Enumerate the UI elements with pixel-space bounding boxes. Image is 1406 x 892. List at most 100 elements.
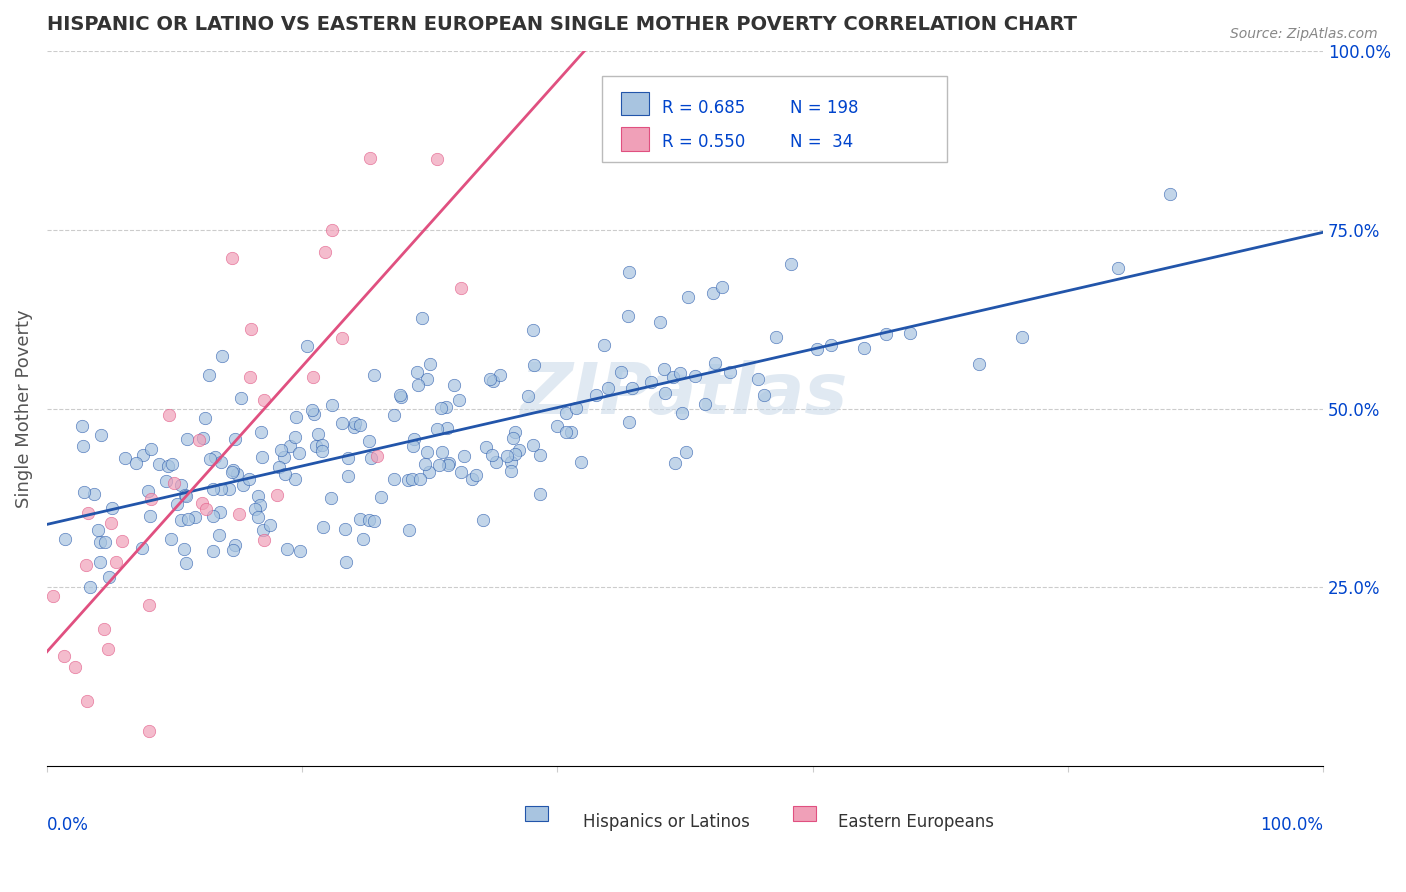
Point [311, 438, 333, 452]
Point [702, 286, 724, 301]
Point [174, 488, 197, 502]
Point [229, 391, 252, 405]
Point [53, 532, 76, 546]
Point [285, 410, 308, 425]
Point [675, 445, 697, 459]
Text: Source: ZipAtlas.com: Source: ZipAtlas.com [1230, 27, 1378, 41]
Point [617, 415, 640, 429]
Point [70, 419, 93, 434]
Point [321, 491, 343, 506]
Point [415, 445, 437, 459]
Point [100, 516, 122, 530]
Point [72, 485, 94, 500]
Point [352, 533, 374, 547]
Text: N = 198: N = 198 [790, 99, 858, 117]
Point [125, 456, 148, 470]
Point [72, 439, 94, 453]
Point [204, 450, 226, 464]
Point [221, 542, 243, 557]
Point [83, 487, 105, 501]
Point [363, 514, 385, 528]
Point [332, 330, 354, 344]
Point [765, 330, 787, 344]
Point [529, 487, 551, 501]
Point [114, 451, 136, 466]
Point [139, 509, 162, 524]
Point [97, 641, 120, 656]
Point [132, 448, 155, 462]
Point [170, 513, 193, 527]
Point [218, 482, 240, 496]
Point [820, 337, 842, 351]
Point [747, 372, 769, 386]
Point [357, 513, 380, 527]
Point [170, 478, 193, 492]
Point [157, 408, 180, 422]
Point [413, 457, 436, 471]
Text: Hispanics or Latinos: Hispanics or Latinos [583, 813, 749, 830]
Point [501, 465, 523, 479]
Point [93, 622, 115, 636]
Point [754, 387, 776, 401]
Point [307, 427, 329, 442]
Point [266, 488, 288, 502]
Point [555, 406, 578, 420]
Point [166, 497, 188, 511]
Point [101, 500, 124, 515]
Point [163, 476, 186, 491]
Point [516, 390, 538, 404]
Point [228, 507, 250, 521]
Point [401, 472, 423, 486]
Point [349, 512, 371, 526]
Point [247, 489, 270, 503]
Point [481, 448, 503, 462]
Point [183, 510, 205, 524]
Point [482, 374, 505, 388]
Point [875, 326, 897, 341]
Point [676, 289, 699, 303]
Point [596, 381, 619, 395]
Point [704, 356, 727, 370]
Point [314, 244, 336, 259]
Point [176, 512, 198, 526]
Point [450, 465, 472, 479]
Point [617, 309, 640, 323]
Point [447, 393, 470, 408]
Point [426, 152, 449, 166]
Point [648, 315, 671, 329]
Point [472, 513, 495, 527]
Point [585, 387, 607, 401]
Point [779, 257, 801, 271]
Point [503, 425, 526, 439]
Point [89, 555, 111, 569]
Point [288, 544, 311, 558]
Bar [526, 805, 548, 822]
Point [321, 223, 343, 237]
Point [389, 390, 412, 404]
Point [398, 523, 420, 537]
Point [522, 438, 544, 452]
Point [475, 440, 498, 454]
Point [436, 458, 458, 472]
Point [208, 527, 231, 541]
Point [160, 457, 183, 471]
Point [252, 450, 274, 464]
Point [252, 523, 274, 537]
Point [190, 496, 212, 510]
Point [617, 264, 640, 278]
Point [664, 456, 686, 470]
Point [239, 370, 262, 384]
Point [202, 543, 225, 558]
Point [654, 386, 676, 401]
Point [370, 490, 392, 504]
Point [284, 472, 307, 486]
Point [411, 310, 433, 325]
Text: R = 0.685: R = 0.685 [662, 99, 745, 117]
Point [640, 375, 662, 389]
Point [426, 422, 449, 436]
Point [76, 693, 98, 707]
Point [209, 504, 232, 518]
Point [1011, 330, 1033, 344]
Point [221, 465, 243, 479]
Point [276, 542, 298, 557]
